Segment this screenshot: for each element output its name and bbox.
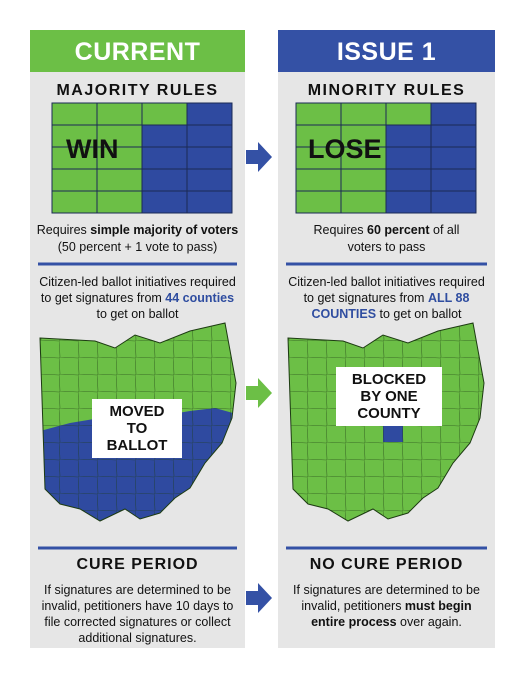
grid-cell [385,168,432,192]
grid-cell [295,102,342,126]
grid-cell [141,146,188,170]
grid-cell [141,190,188,214]
grid-cell [340,190,387,214]
requirement-text: Requires simple majority of voters (50 pe… [36,222,239,256]
text: Requires [313,223,368,237]
text: Citizen-led ballot initiatives required … [288,275,485,305]
header-bar [30,30,245,72]
grid-cell [430,168,477,192]
grid-cell [295,168,342,192]
grid-cell [340,168,387,192]
grid-cell [430,102,477,126]
grid-cell [141,168,188,192]
signatures-text: Citizen-led ballot initiatives required … [38,274,237,322]
grid-cell [430,190,477,214]
arrow [246,142,272,172]
grid-cell [385,124,432,148]
grid-cell [51,168,98,192]
grid-cell [51,190,98,214]
grid-label: LOSE [308,134,382,164]
grid-cell [385,146,432,170]
signatures-text: Citizen-led ballot initiatives required … [288,274,485,322]
grid-cell [186,124,233,148]
text: (50 percent + 1 vote to pass) [57,240,218,254]
grid-cell [96,102,143,126]
section-title: CURE PERIOD [76,556,199,573]
grid-cell [141,124,188,148]
requirement-text: Requires 60 percent of all voters to pas… [310,222,463,256]
emphasis: simple majority of voters [90,223,239,237]
cure-text: If signatures are determined to be inval… [288,582,485,630]
text: If signatures are determined to be inval… [41,583,234,645]
section-title: NO CURE PERIOD [309,556,464,573]
text: to get on ballot [376,307,462,321]
emphasis: 44 counties [165,291,235,305]
grid-cell [141,102,188,126]
section-title: MAJORITY RULES [56,82,219,99]
cure-text: If signatures are determined to be inval… [38,582,237,646]
emphasis: ALL 88 COUNTIES [311,291,470,321]
emphasis: 60 percent [367,223,430,237]
column-header: CURRENT [74,38,201,66]
column-header: ISSUE 1 [336,38,437,66]
text: Citizen-led ballot initiatives required … [39,275,236,305]
grid-cell [186,190,233,214]
text: to get on ballot [96,307,179,321]
grid-cell [295,190,342,214]
grid-cell [186,102,233,126]
text: over again. [396,615,462,629]
header-bar [278,30,495,72]
arrow [246,378,272,408]
grid-cell [385,102,432,126]
grid-cell [385,190,432,214]
grid-cell [51,102,98,126]
grid-cell [340,102,387,126]
grid-cell [96,168,143,192]
grid-cell [186,146,233,170]
grid-cell [186,168,233,192]
emphasis: must begin entire process [311,599,472,629]
text: Requires [36,223,91,237]
grid-cell [430,146,477,170]
grid-cell [430,124,477,148]
section-title: MINORITY RULES [307,82,466,99]
text: If signatures are determined to be inval… [293,583,480,613]
text: of all voters to pass [347,223,460,254]
map-label: BLOCKED BY ONE COUNTY [336,367,442,426]
grid-cell [96,190,143,214]
grid-label: WIN [66,134,119,164]
map-label: MOVED TO BALLOT [92,399,182,458]
arrow [246,583,272,613]
